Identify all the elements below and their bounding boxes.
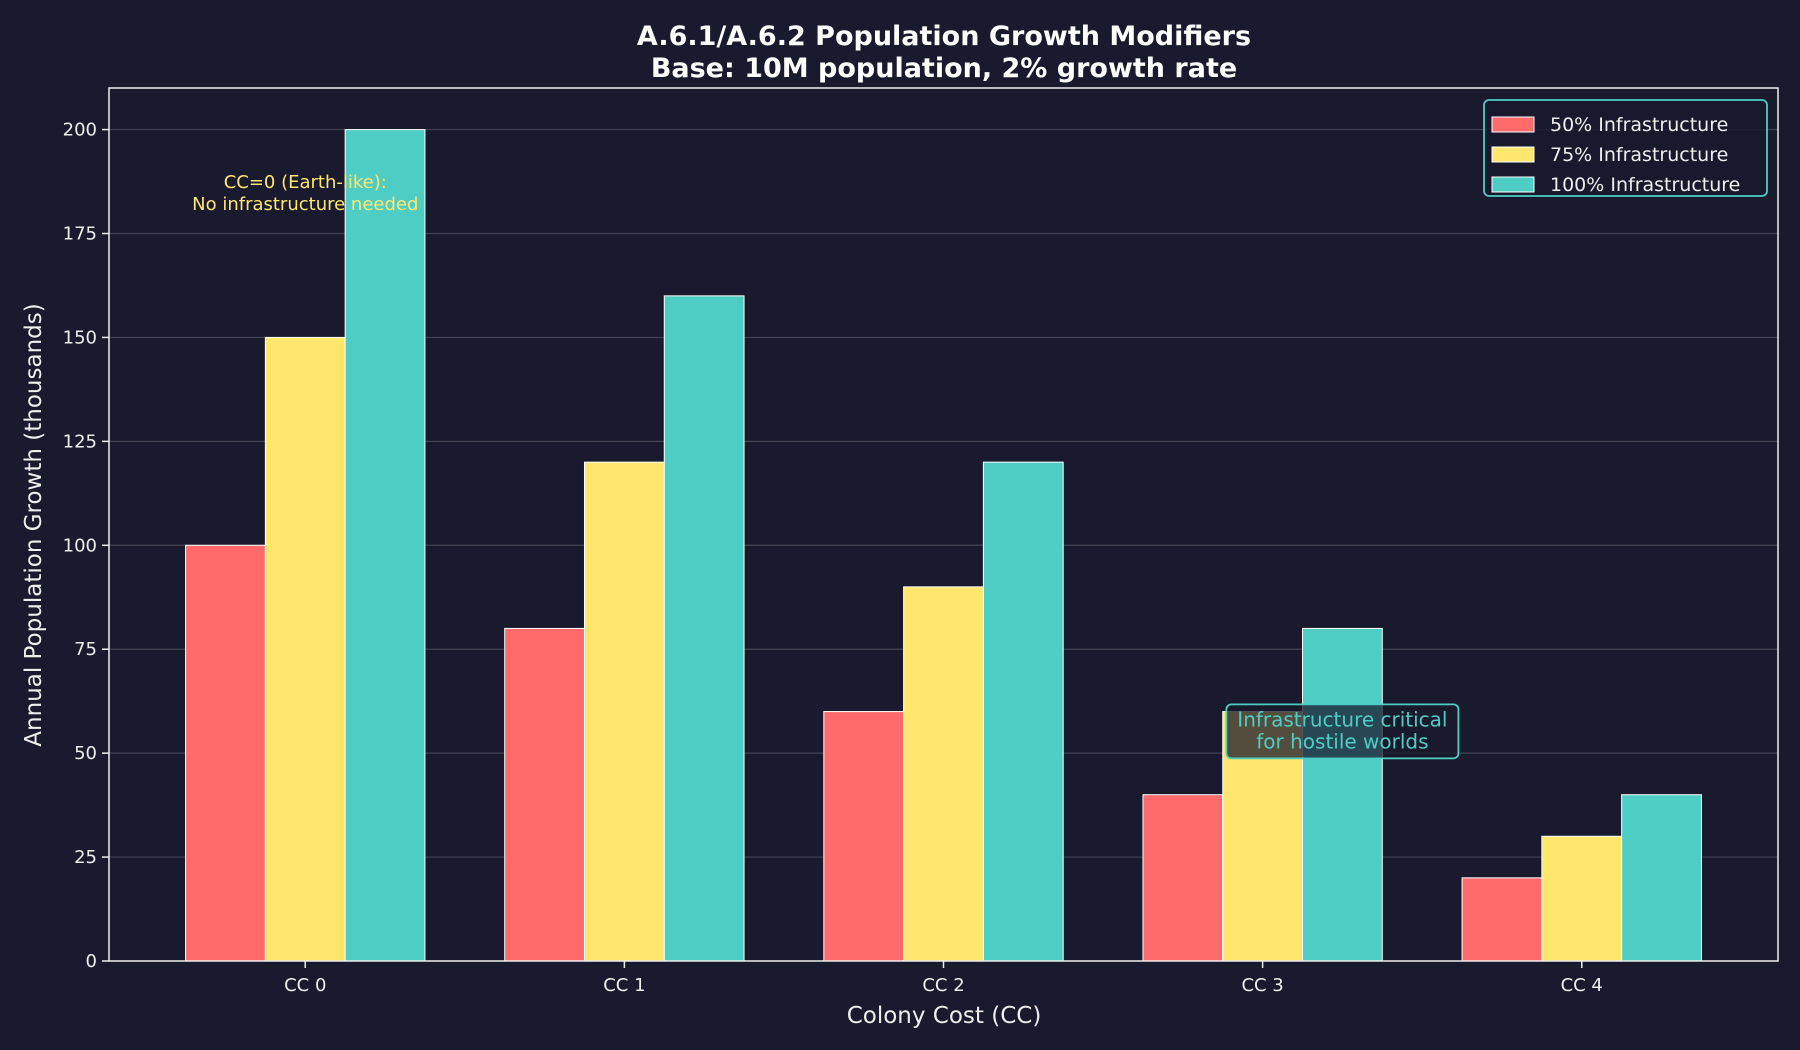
bar — [1541, 835, 1623, 962]
legend-swatch — [1491, 146, 1535, 163]
y-tick-label: 0 — [86, 951, 97, 972]
annotation-text: CC=0 (Earth-like): — [224, 172, 387, 193]
y-tick-label: 200 — [63, 120, 97, 141]
bar — [583, 461, 665, 962]
y-tick-label: 125 — [63, 431, 97, 452]
legend-label: 50% Infrastructure — [1550, 114, 1728, 136]
x-tick-label: CC 1 — [603, 975, 645, 996]
y-tick-label: 100 — [63, 535, 97, 556]
legend-label: 100% Infrastructure — [1550, 174, 1740, 196]
bar — [344, 129, 426, 962]
chart-title: A.6.1/A.6.2 Population Growth Modifiers — [637, 21, 1251, 52]
y-tick-label: 150 — [63, 327, 97, 348]
x-tick-label: CC 0 — [284, 975, 326, 996]
bar — [264, 336, 346, 962]
annotation-text: for hostile worlds — [1256, 729, 1428, 753]
chart-subtitle: Base: 10M population, 2% growth rate — [651, 53, 1237, 84]
bar — [903, 586, 984, 962]
x-tick-label: CC 4 — [1561, 975, 1603, 996]
y-axis-label: Annual Population Growth (thousands) — [21, 303, 47, 746]
bar — [1461, 877, 1543, 962]
y-tick-label: 175 — [63, 224, 97, 245]
bar — [1302, 627, 1383, 962]
bar — [185, 544, 266, 962]
legend-swatch — [1491, 176, 1535, 193]
x-axis-label: Colony Cost (CC) — [847, 1003, 1042, 1029]
y-tick-label: 75 — [74, 639, 97, 660]
annotation-box — [1225, 703, 1460, 760]
legend-label: 75% Infrastructure — [1550, 144, 1728, 166]
x-tick-label: CC 2 — [922, 975, 964, 996]
y-tick-label: 25 — [74, 847, 97, 868]
legend-swatch — [1491, 116, 1535, 133]
bar — [1621, 794, 1702, 962]
annotation-text: Infrastructure critical — [1237, 707, 1447, 731]
bar — [663, 295, 745, 962]
annotation-text: No infrastructure needed — [192, 194, 418, 215]
legend-box — [1483, 99, 1768, 197]
bar — [504, 627, 585, 962]
x-tick-label: CC 3 — [1241, 975, 1283, 996]
bar — [1142, 794, 1224, 962]
y-tick-label: 50 — [74, 743, 97, 764]
bar — [982, 461, 1064, 962]
bar — [823, 711, 905, 962]
